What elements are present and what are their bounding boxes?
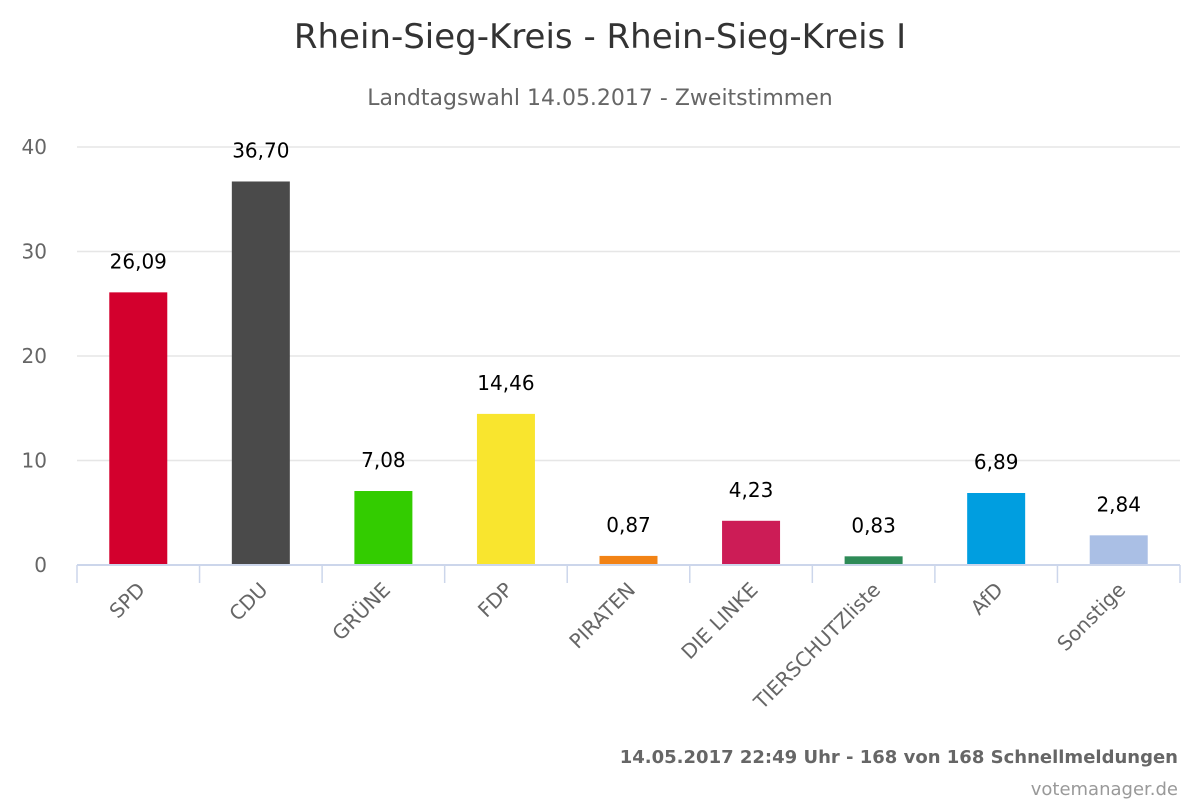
data-label: 4,23	[729, 478, 774, 502]
data-label: 26,09	[110, 249, 167, 273]
x-axis: SPD CDU GRÜNE FDP PIRATEN DIE LINKETIERSCHUTZ…	[76, 564, 1181, 715]
data-labels: 26,09 36,70 7,08 14,46 0,87 4,23 0,83 6,89 2,84	[110, 138, 1141, 537]
y-tick-label: 10	[22, 449, 47, 473]
y-axis: 0 10 20 30 40	[22, 135, 47, 577]
y-tick-label: 40	[22, 135, 47, 159]
footer-status: 14.05.2017 22:49 Uhr - 168 von 168 Schne…	[620, 747, 1178, 768]
data-label: 6,89	[974, 450, 1019, 474]
x-tick-label: SPD	[104, 578, 149, 623]
x-tick-label: FDP	[473, 578, 518, 623]
data-label: 0,83	[851, 513, 896, 537]
y-tick-label: 30	[22, 240, 47, 264]
chart-subtitle: Landtagswahl 14.05.2017 - Zweitstimmen	[367, 86, 832, 111]
bars	[109, 181, 1148, 566]
bar-spd[interactable]	[109, 292, 168, 565]
data-label: 14,46	[477, 371, 534, 395]
bar-cdu[interactable]	[231, 181, 290, 566]
bar-die-linke[interactable]	[722, 520, 781, 565]
bar-sonstige[interactable]	[1089, 535, 1148, 565]
y-tick-label: 0	[34, 553, 47, 577]
data-label: 36,70	[232, 138, 289, 162]
x-tick-label: TIERSCHUTZliste	[748, 578, 885, 715]
bar-fdp[interactable]	[476, 413, 535, 565]
x-tick-label: PIRATEN	[564, 578, 640, 654]
data-label: 2,84	[1096, 492, 1141, 516]
bar-tierschutzliste[interactable]	[844, 556, 903, 565]
x-tick-label: AfD	[966, 578, 1008, 620]
x-tick-label: CDU	[224, 578, 272, 626]
y-tick-label: 20	[22, 344, 47, 368]
chart-title: Rhein-Sieg-Kreis - Rhein-Sieg-Kreis I	[294, 17, 906, 57]
x-tick-label: DIE LINKE	[676, 578, 762, 664]
bar-piraten[interactable]	[599, 555, 658, 565]
footer-source: votemanager.de	[1031, 779, 1178, 800]
bar-afd[interactable]	[967, 492, 1026, 565]
data-label: 7,08	[361, 448, 406, 472]
bar-gr-ne[interactable]	[354, 491, 413, 565]
x-tick-label: GRÜNE	[327, 578, 395, 646]
data-label: 0,87	[606, 513, 651, 537]
x-tick-label: Sonstige	[1052, 578, 1130, 656]
